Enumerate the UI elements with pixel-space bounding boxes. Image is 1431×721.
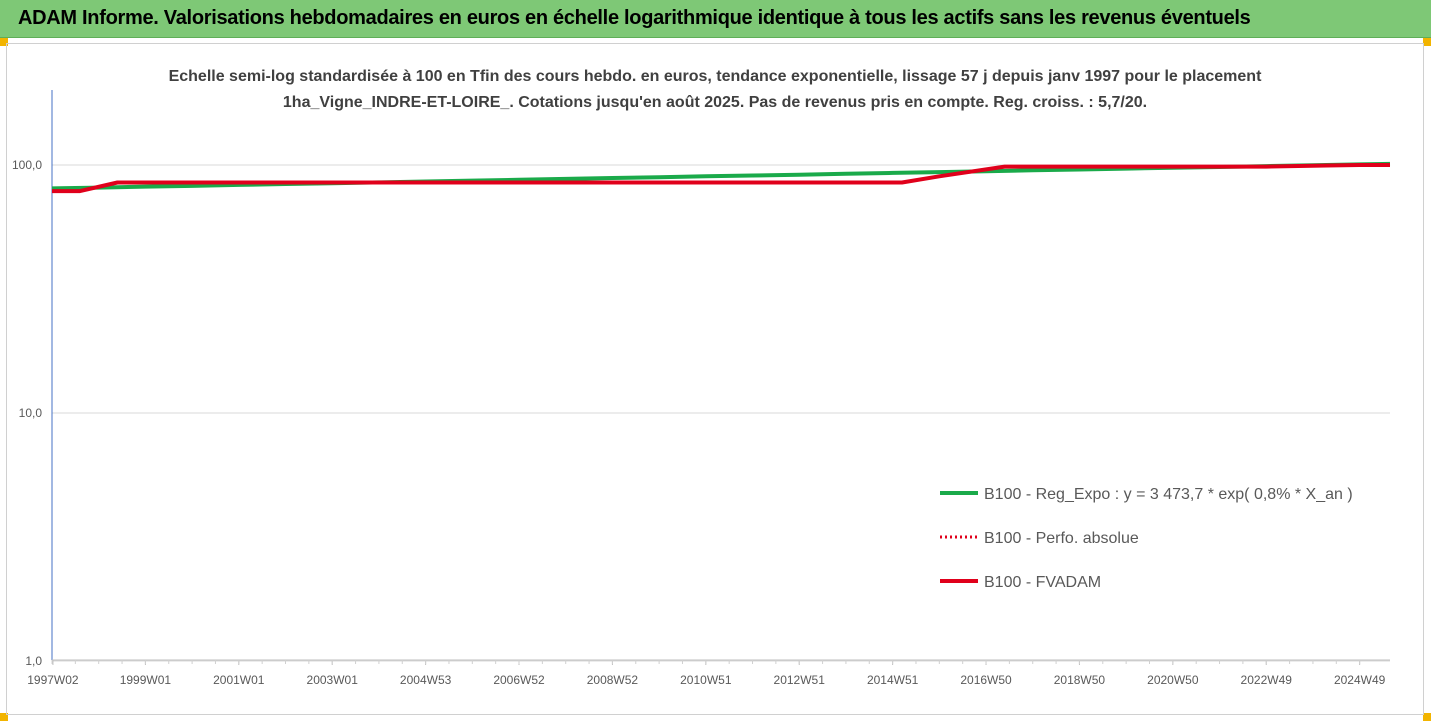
x-tick-label: 2006W52: [493, 673, 545, 687]
legend-label: B100 - Reg_Expo : y = 3 473,7 * exp( 0,8…: [984, 486, 1353, 503]
x-tick-label: 2018W50: [1054, 673, 1106, 687]
grid-layer: [52, 164, 1390, 662]
x-tick-label: 2022W49: [1241, 673, 1293, 687]
report-title: ADAM Informe. Valorisations hebdomadaire…: [18, 7, 1251, 29]
legend-label: B100 - Perfo. absolue: [984, 530, 1139, 547]
x-tick-label: 2014W51: [867, 673, 919, 687]
legend-item-perfo-absolue: B100 - Perfo. absolue: [940, 530, 1139, 547]
x-tick-label: 2016W50: [960, 673, 1012, 687]
legend: B100 - Reg_Expo : y = 3 473,7 * exp( 0,8…: [940, 486, 1353, 591]
x-tick-label: 2012W51: [774, 673, 826, 687]
y-tick-label: 100,0: [12, 158, 42, 172]
corner-marker-bottom-left: [0, 713, 8, 721]
x-tick-label: 2001W01: [213, 673, 265, 687]
corner-marker-bottom-right: [1423, 713, 1431, 721]
x-tick-label: 2010W51: [680, 673, 732, 687]
y-tick-label: 1,0: [25, 654, 42, 668]
x-tick-label: 1999W01: [120, 673, 172, 687]
series-layer: [51, 161, 1391, 194]
x-tick-label: 2024W49: [1334, 673, 1386, 687]
chart-title: Echelle semi-log standardisée à 100 en T…: [168, 68, 1262, 111]
x-tick-label: 2008W52: [587, 673, 639, 687]
legend-item-reg-expo: B100 - Reg_Expo : y = 3 473,7 * exp( 0,8…: [940, 486, 1353, 503]
report-banner: ADAM Informe. Valorisations hebdomadaire…: [0, 0, 1431, 38]
x-tick-label: 2003W01: [307, 673, 359, 687]
legend-item-fvadam: B100 - FVADAM: [940, 574, 1101, 591]
x-tick-label: 2020W50: [1147, 673, 1199, 687]
legend-label: B100 - FVADAM: [984, 574, 1101, 591]
corner-marker-top-right: [1423, 38, 1431, 46]
chart-frame: [6, 43, 1424, 715]
y-tick-label: 10,0: [19, 406, 43, 420]
axis-layer: 1,0 10,0 100,0 1997W02 1999W01 2001W01 2003W01…: [12, 90, 1390, 687]
corner-marker-top-left: [0, 38, 8, 46]
fvadam-series-line: [52, 163, 1390, 194]
x-tick-label: 2004W53: [400, 673, 452, 687]
x-tick-label: 1997W02: [27, 673, 79, 687]
